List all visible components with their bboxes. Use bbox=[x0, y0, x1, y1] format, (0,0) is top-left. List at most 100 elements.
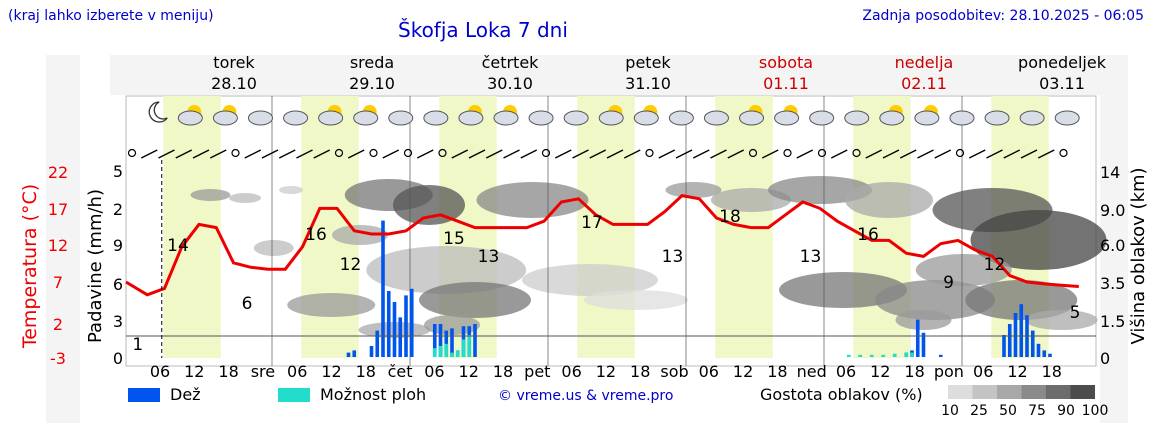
rain-bar bbox=[404, 295, 408, 357]
cloud-icon bbox=[703, 110, 729, 126]
x-tick: sre bbox=[251, 362, 275, 381]
rain-bar bbox=[938, 354, 943, 357]
x-tick: 06 bbox=[561, 362, 581, 381]
scale-swatch bbox=[1046, 385, 1071, 399]
cloud-legend-label: Gostota oblakov (%) bbox=[760, 385, 923, 404]
rain-bar bbox=[432, 324, 437, 357]
x-tick: 18 bbox=[904, 362, 924, 381]
rain-bar bbox=[1048, 353, 1052, 357]
cloud-icon bbox=[1019, 110, 1045, 126]
rain-bar bbox=[352, 350, 357, 357]
cloud-density-scale: 10 25 50 75 90 100 bbox=[941, 385, 1108, 419]
rain-bar bbox=[1007, 324, 1012, 357]
scale-label: 75 bbox=[1028, 403, 1046, 419]
wind-barb-icon bbox=[468, 149, 486, 159]
wind-barb-icon bbox=[623, 149, 641, 159]
wind-barb-icon bbox=[192, 149, 210, 159]
temp-tick: 22 bbox=[48, 163, 68, 182]
wind-barb-icon bbox=[589, 149, 607, 159]
temp-tick: 17 bbox=[48, 200, 68, 219]
precip-tick: 2 bbox=[113, 200, 123, 219]
temp-label: 5 bbox=[1070, 303, 1081, 323]
wind-barb-icon bbox=[158, 149, 175, 159]
rain-bar bbox=[1013, 313, 1018, 357]
storm-legend-swatch bbox=[278, 388, 310, 402]
cloud-icon bbox=[388, 110, 414, 126]
cloud-icon bbox=[949, 110, 975, 126]
cloud-cell bbox=[522, 264, 658, 296]
cloud-cell bbox=[419, 282, 531, 318]
wind-barb-icon bbox=[899, 149, 917, 159]
x-tick: 06 bbox=[287, 362, 307, 381]
cloud-cell bbox=[779, 272, 907, 308]
x-tick: sob bbox=[660, 362, 688, 381]
wind-barb-icon bbox=[761, 149, 779, 159]
x-tick: 06 bbox=[424, 362, 444, 381]
right-axis-panel bbox=[1100, 95, 1128, 423]
wind-barb-icon bbox=[934, 149, 952, 159]
x-tick: 12 bbox=[596, 362, 616, 381]
moon-icon bbox=[148, 101, 168, 123]
temp-label: 13 bbox=[662, 247, 684, 267]
scale-swatch bbox=[997, 385, 1022, 399]
x-tick: 06 bbox=[836, 362, 856, 381]
wind-barb-icon bbox=[796, 149, 814, 159]
cloud-tick: 14 bbox=[1100, 163, 1120, 182]
day-date: 31.10 bbox=[625, 74, 671, 93]
storm-bar bbox=[858, 354, 863, 357]
storm-legend-label: Možnost ploh bbox=[320, 385, 427, 404]
wind-calm-icon bbox=[127, 148, 137, 158]
copyright-link[interactable]: © vreme.us & vreme.pro bbox=[498, 388, 674, 404]
cloud-icon bbox=[668, 110, 694, 126]
location-hint: (kraj lahko izberete v meniju) bbox=[8, 8, 214, 24]
precip-bars bbox=[346, 220, 1052, 357]
cloud-density-field bbox=[190, 176, 1107, 338]
day-date: 01.11 bbox=[763, 74, 809, 93]
scale-label: 50 bbox=[999, 403, 1017, 419]
rain-bar bbox=[915, 319, 920, 357]
cloud-cell bbox=[393, 185, 465, 225]
day-name: torek bbox=[213, 53, 255, 72]
wind-barb-icon bbox=[485, 149, 503, 159]
temp-tick: 2 bbox=[53, 315, 63, 334]
cloud-icon bbox=[809, 110, 835, 126]
cloud-tick: 6.0 bbox=[1100, 236, 1125, 255]
cloud-icon bbox=[844, 110, 870, 126]
x-tick: 18 bbox=[218, 362, 238, 381]
x-tick: pet bbox=[524, 362, 550, 381]
temp-label: 18 bbox=[719, 207, 741, 227]
wind-barb-icon bbox=[554, 149, 572, 159]
last-update: Zadnja posodobitev: 28.10.2025 - 06:05 bbox=[862, 8, 1144, 24]
cloud-icon bbox=[1054, 110, 1080, 126]
wind-calm-icon bbox=[369, 148, 378, 158]
temp-label: 12 bbox=[340, 255, 362, 275]
storm-bar bbox=[910, 352, 914, 357]
day-name: četrtek bbox=[482, 53, 540, 72]
x-tick: 06 bbox=[699, 362, 719, 381]
rain-bar bbox=[398, 317, 403, 357]
cloud-icon bbox=[283, 110, 309, 126]
rain-bar bbox=[1002, 335, 1006, 357]
wind-barb-icon bbox=[675, 149, 693, 159]
cloud-cell bbox=[253, 240, 294, 256]
x-tick: ned bbox=[797, 362, 827, 381]
cloud-icon bbox=[633, 110, 659, 126]
cloud-icon bbox=[563, 110, 589, 126]
cloud-icon bbox=[177, 110, 203, 126]
rain-bar bbox=[392, 302, 397, 357]
storm-bar bbox=[461, 339, 466, 357]
cloud-cell bbox=[287, 293, 376, 317]
cloud-cell bbox=[332, 225, 388, 245]
x-tick: 12 bbox=[184, 362, 204, 381]
storm-bar bbox=[892, 353, 897, 357]
wind-barb-icon bbox=[882, 149, 900, 159]
rain-bar bbox=[369, 346, 374, 357]
cloud-icon bbox=[423, 110, 449, 126]
rain-bar bbox=[386, 291, 391, 357]
temp-label: 15 bbox=[443, 229, 465, 249]
precip-tick: 9 bbox=[113, 236, 123, 255]
x-tick: 18 bbox=[356, 362, 376, 381]
cloud-tick: 9.0 bbox=[1100, 201, 1125, 220]
scale-label: 10 bbox=[941, 403, 959, 419]
rain-bar bbox=[375, 330, 380, 357]
